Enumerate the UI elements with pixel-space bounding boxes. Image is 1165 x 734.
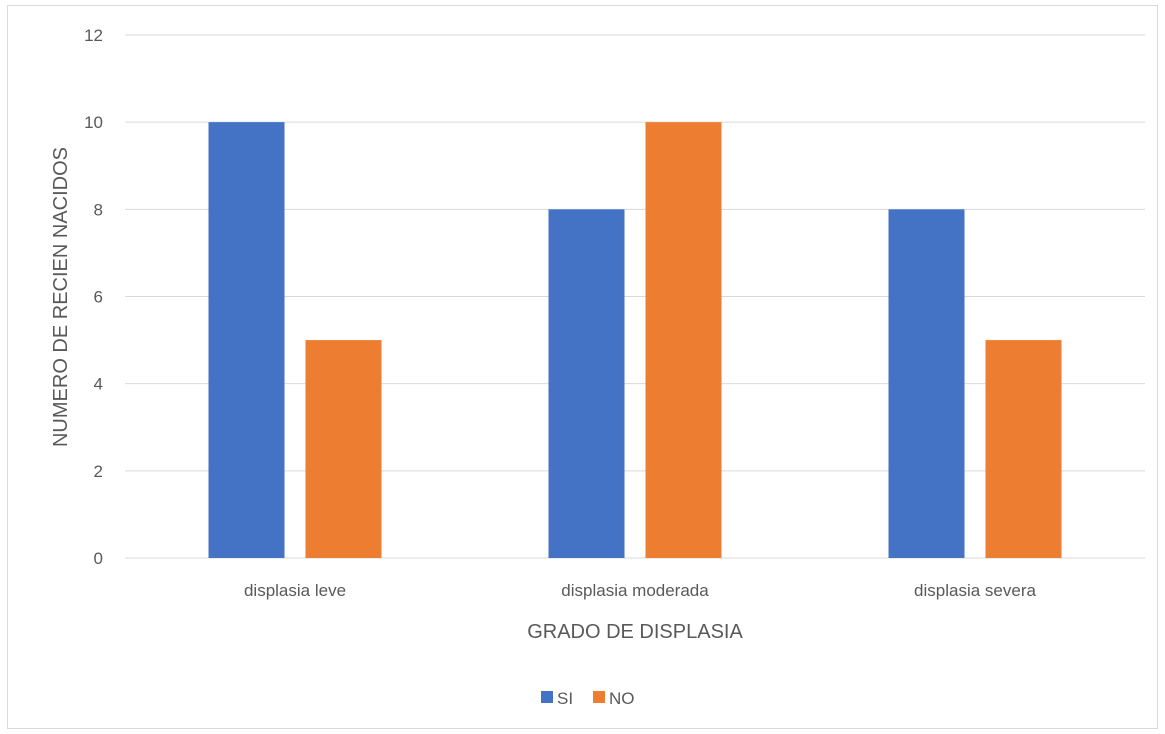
y-tick-label: 12 [84,26,103,45]
y-tick-label: 2 [94,462,103,481]
bar-no-2 [645,122,722,559]
bar-no-3 [985,340,1062,558]
y-tick-label: 0 [94,549,103,568]
bar-si-1 [208,122,285,559]
y-tick-label: 10 [84,113,103,132]
x-tick-label: displasia moderada [561,581,709,600]
x-tick-label: displasia severa [914,581,1036,600]
x-tick-labels: displasia leve displasia moderada displasi… [244,581,1037,600]
legend-swatch-no [593,691,605,703]
legend-label-si: SI [557,689,573,708]
y-tick-label: 6 [94,288,103,307]
x-axis-title: GRADO DE DISPLASIA [527,621,743,643]
y-tick-label: 4 [94,375,103,394]
legend-swatch-si [541,691,553,703]
bar-si-3 [888,209,965,559]
bar-si-2 [548,209,625,559]
bars [208,122,1062,559]
bar-no-1 [305,340,382,558]
y-axis-title: NUMERO DE RECIEN NACIDOS [50,147,72,447]
x-tick-label: displasia leve [244,581,346,600]
legend: SI NO [541,689,635,708]
legend-label-no: NO [609,689,635,708]
y-tick-labels: 0 2 4 6 8 10 12 [84,26,103,568]
gridlines [125,34,1145,559]
y-tick-label: 8 [94,200,103,219]
